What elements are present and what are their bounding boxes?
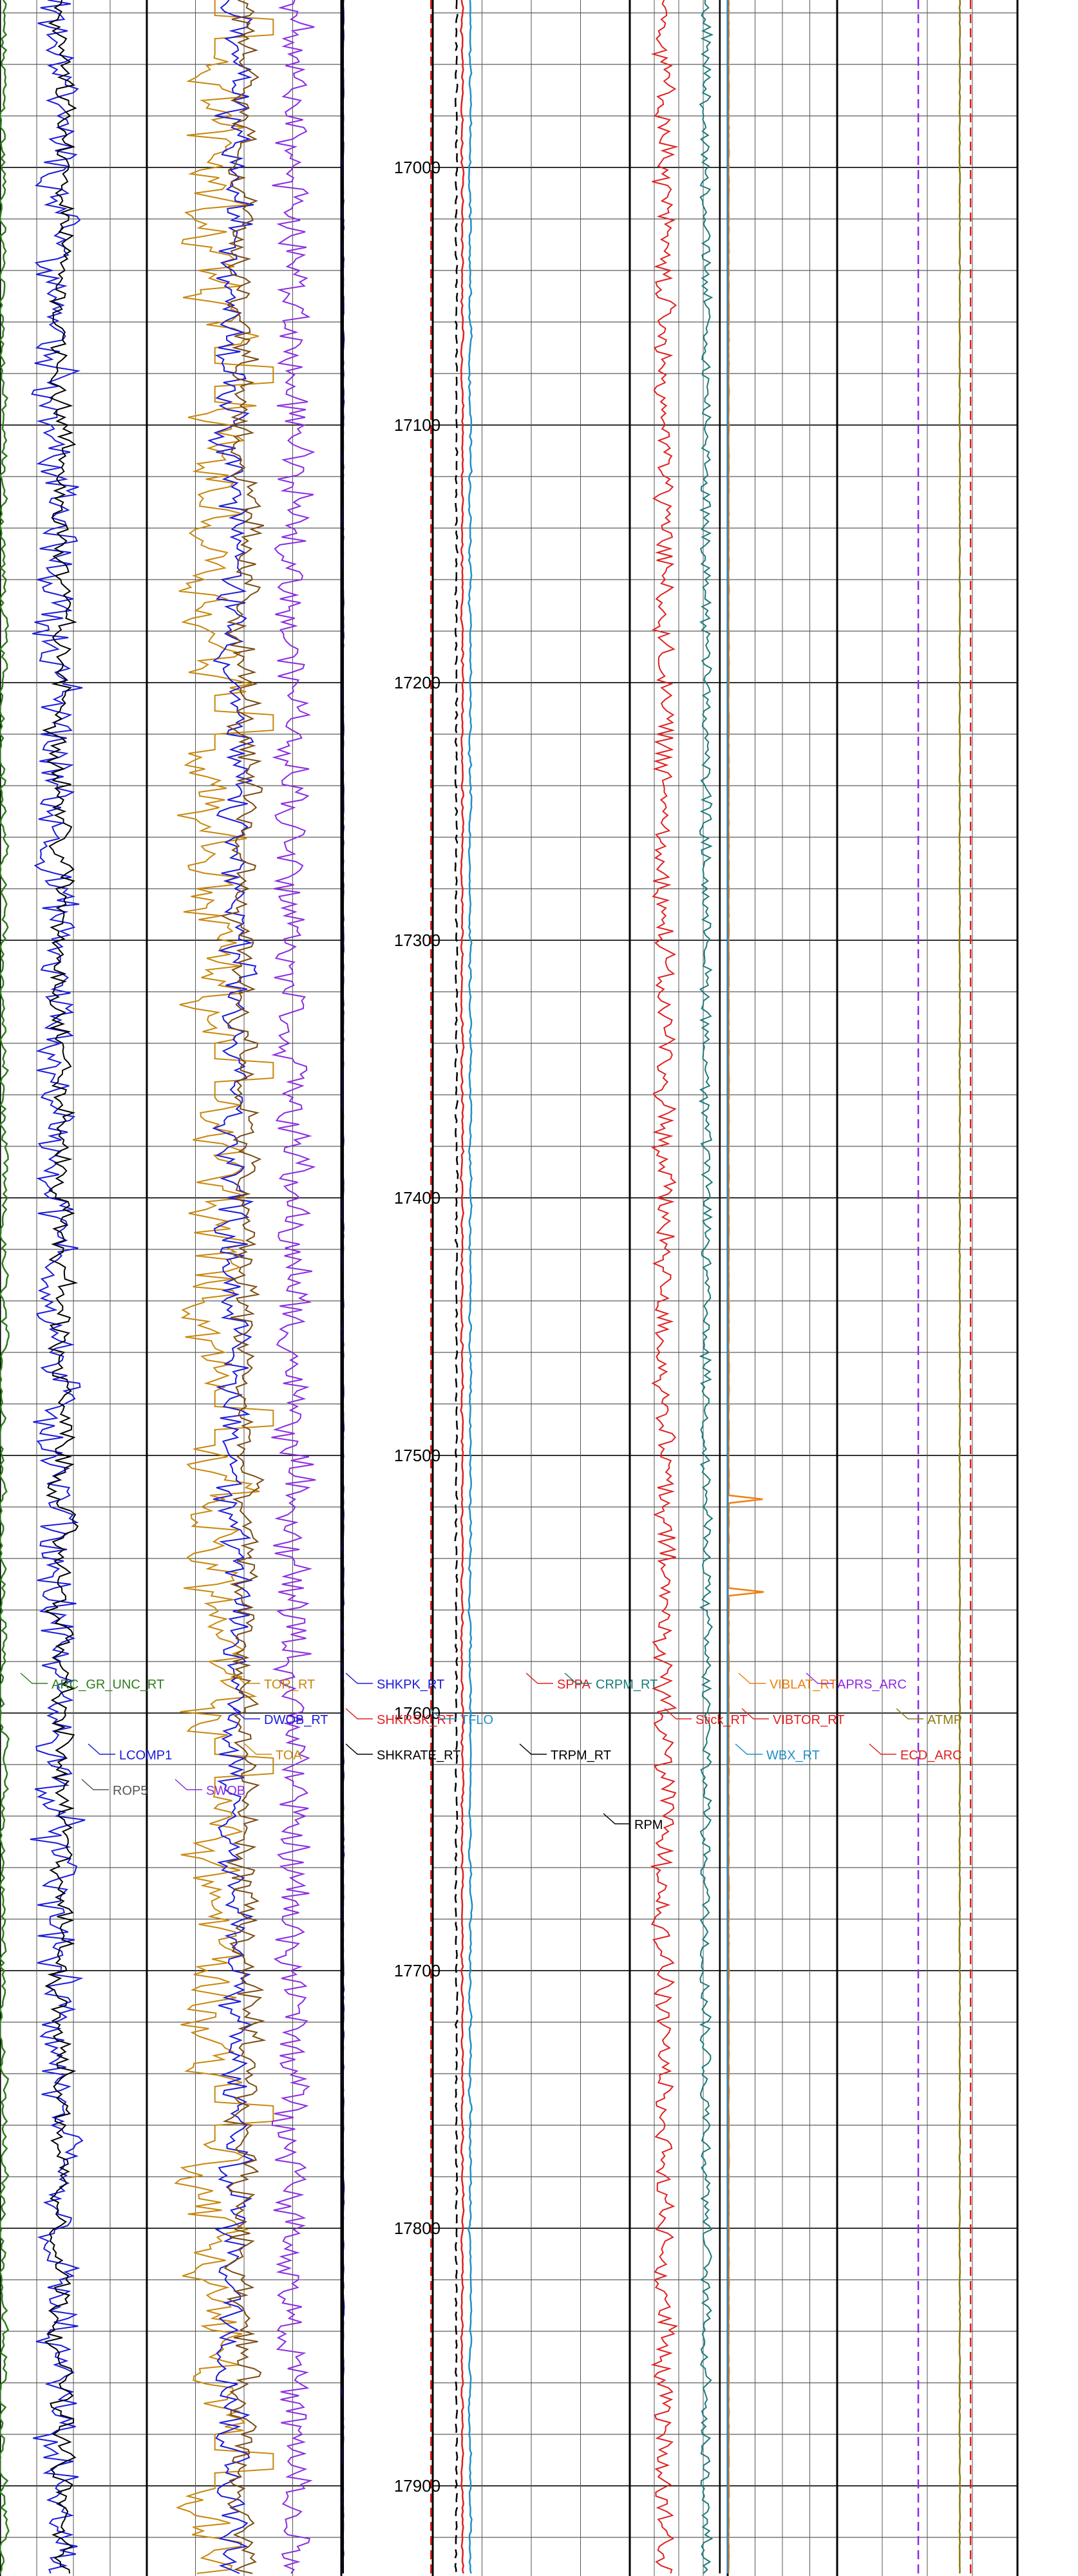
- curve-label-shkpk-rt: SHKPK_RT: [377, 1678, 444, 1692]
- label-pointer: [345, 1743, 373, 1755]
- label-pointer: [603, 1813, 630, 1824]
- curve-label-aprs-arc: APRS_ARC: [837, 1678, 907, 1692]
- curve-label-viblat-rt: VIBLAT_RT: [770, 1678, 837, 1692]
- label-pointer: [81, 1779, 109, 1790]
- curve-label-shkrate-rt: SHKRATE_RT: [377, 1748, 460, 1763]
- label-pointer: [20, 1672, 48, 1684]
- label-pointer: [232, 1672, 260, 1684]
- curve-label-rpm: RPM: [634, 1818, 663, 1832]
- curve-label-arc-gr-unc-rt: ARC_GR_UNC_RT: [52, 1678, 164, 1692]
- curve-label-shkrsk-rt: SHKRSK_RT: [377, 1713, 454, 1727]
- curve-tor-rt: [174, 0, 274, 2574]
- label-pointer: [429, 1708, 457, 1719]
- depth-tick-label: 17300: [394, 931, 440, 950]
- curve-label-dwob-rt: DWOB_RT: [264, 1713, 328, 1727]
- curve-label-stick-rt: Stick_RT: [695, 1713, 748, 1727]
- grid-layer: [0, 0, 1019, 2576]
- label-pointer: [525, 1672, 553, 1684]
- depth-tick-label: 17000: [394, 158, 440, 177]
- depth-tick-label: 17200: [394, 673, 440, 692]
- curve-label-tor-rt: TOR_RT: [264, 1678, 315, 1692]
- curve-label-toa: TOA: [276, 1748, 302, 1763]
- curve-rpm: [650, 0, 679, 2574]
- curve-viblat-rt: [727, 0, 764, 2574]
- label-pointer: [869, 1743, 896, 1755]
- label-pointer: [896, 1708, 923, 1719]
- depth-tick-label: 17400: [394, 1188, 440, 1208]
- depth-tick-label: 17700: [394, 1961, 440, 1980]
- label-pointer: [175, 1779, 202, 1790]
- curve-dwob-rt: [207, 0, 258, 2574]
- depth-tick-label: 17100: [394, 415, 440, 435]
- label-pointer: [88, 1743, 115, 1755]
- curve-label-atmp: ATMP: [927, 1713, 962, 1727]
- curve-rop5: [42, 0, 79, 2574]
- curve-label-tflo: TFLO: [460, 1713, 493, 1727]
- label-pointer: [741, 1708, 769, 1719]
- label-pointer: [345, 1708, 373, 1719]
- curve-tflo: [467, 0, 473, 2574]
- curve-sppa: [459, 0, 465, 2574]
- curve-toa: [220, 0, 267, 2574]
- label-pointer: [232, 1708, 260, 1719]
- label-pointer: [564, 1672, 592, 1684]
- curve-lcomp1: [30, 0, 86, 2574]
- depth-tick-label: 17500: [394, 1446, 440, 1465]
- label-pointer: [806, 1672, 833, 1684]
- curve-label-sppa: SPPA: [557, 1678, 591, 1692]
- curve-label-trpm-rt: TRPM_RT: [551, 1748, 611, 1763]
- label-pointer: [735, 1743, 762, 1755]
- curve-label-crpm-rt: CRPM_RT: [596, 1678, 657, 1692]
- label-pointer: [345, 1672, 373, 1684]
- depth-tick-label: 17600: [394, 1703, 440, 1723]
- curve-label-lcomp1: LCOMP1: [119, 1748, 172, 1763]
- depth-tick-label: 17800: [394, 2219, 440, 2238]
- curve-arc-gr-unc-rt: [0, 0, 10, 2574]
- curve-swob: [271, 0, 316, 2574]
- curve-label-wbx-rt: WBX_RT: [766, 1748, 820, 1763]
- curve-label-ecd-arc: ECD_ARC: [900, 1748, 962, 1763]
- depth-labels: 17000 17100 17200 17300 17400 17500 17600 17700…: [394, 158, 440, 2496]
- label-pointer: [664, 1708, 692, 1719]
- curve-label-rop5: ROP5: [113, 1784, 147, 1798]
- label-pointer: [519, 1743, 547, 1755]
- curve-label-swob: SWOB: [206, 1784, 245, 1798]
- curve-label-vibtor-rt: VIBTOR_RT: [773, 1713, 845, 1727]
- curve-trpm-rt: [454, 0, 459, 2574]
- depth-tick-label: 17900: [394, 2476, 440, 2496]
- curve-layer: [0, 0, 972, 2574]
- label-pointer: [244, 1743, 272, 1755]
- curve-labels: ARC_GR_UNC_RT TOR_RT SHKPK_RT SPPA CRPM_RT VI…: [20, 1672, 962, 1832]
- label-pointer: [738, 1672, 766, 1684]
- curve-crpm-rt: [698, 0, 714, 2574]
